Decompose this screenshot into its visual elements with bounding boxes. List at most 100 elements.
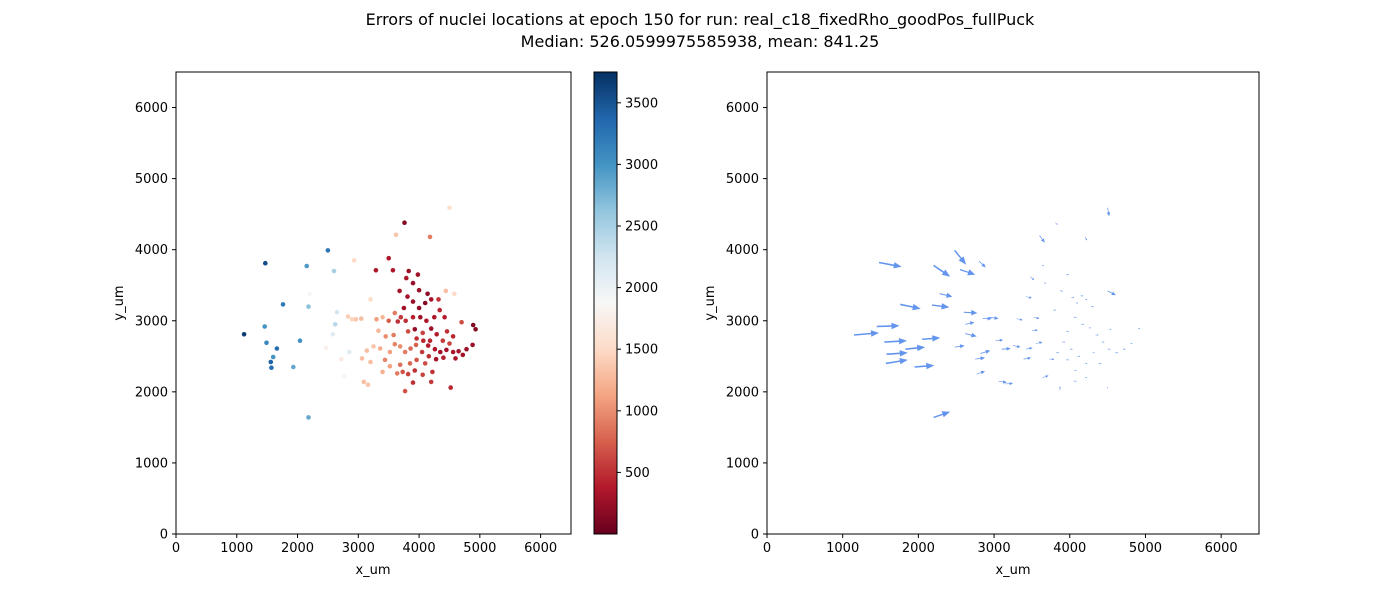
error-arrow (1098, 362, 1102, 365)
scatter-point (470, 342, 475, 348)
error-arrow (1095, 334, 1099, 336)
colorbar-tick-label: 3500 (625, 96, 658, 111)
error-arrow (1092, 352, 1095, 354)
scatter-point (410, 299, 416, 304)
error-arrow (878, 261, 902, 269)
scatter-point (349, 317, 355, 322)
error-arrow-shape (922, 335, 941, 342)
error-arrow (1031, 329, 1038, 332)
scatter-point (351, 258, 357, 263)
error-arrow (885, 358, 908, 365)
error-arrow (900, 303, 921, 311)
scatter-y-tick-label: 1000 (135, 456, 168, 471)
error-arrow-shape (995, 338, 1004, 342)
vector-x-tick-label: 0 (763, 541, 771, 556)
scatter-point (346, 349, 352, 355)
error-arrow-shape (1107, 290, 1116, 296)
error-arrow-shape (1044, 282, 1047, 284)
error-arrow (1023, 356, 1032, 360)
scatter-point (410, 314, 416, 320)
scatter-point (400, 369, 406, 375)
error-arrow (1059, 386, 1061, 391)
error-arrow-shape (1001, 347, 1011, 351)
colorbar-tick-label: 1000 (625, 404, 658, 419)
error-arrow-shape (1115, 352, 1119, 354)
scatter-point (404, 275, 409, 281)
error-arrow (933, 264, 951, 277)
error-arrow (982, 316, 992, 321)
error-arrow (1039, 235, 1045, 243)
error-arrow-shape (1106, 207, 1111, 217)
error-vector-plot: 0 1000 2000 3000 4000 5000 6000 0 1000 2000 3000 40… (703, 71, 1260, 578)
scatter-point (377, 346, 383, 351)
error-arrow-shape (1092, 352, 1095, 354)
scatter-point (453, 356, 458, 361)
scatter-point (459, 319, 464, 325)
colorbar-tick-label: 3000 (625, 158, 658, 173)
scatter-point (428, 326, 434, 331)
error-arrow (876, 322, 900, 330)
scatter-y-tick-label: 4000 (135, 243, 168, 258)
error-arrow-shape (975, 356, 985, 361)
scatter-point (359, 356, 365, 361)
error-arrow (1066, 273, 1069, 276)
error-arrow (1073, 380, 1077, 382)
error-arrow-shape (885, 358, 908, 365)
colorbar-gradient (593, 71, 618, 535)
scatter-point (433, 356, 439, 362)
scatter-point (424, 318, 429, 324)
scatter-point (447, 341, 452, 346)
error-arrow-shape (1066, 273, 1069, 276)
error-arrow-shape (1030, 276, 1035, 281)
scatter-point (440, 338, 446, 344)
scatter-point (418, 314, 423, 320)
scatter-point (420, 330, 426, 336)
error-arrow-shape (976, 370, 985, 375)
error-arrow (1109, 328, 1112, 330)
error-arrow-shape (1088, 327, 1091, 329)
scatter-point (263, 260, 268, 266)
error-arrow-shape (1073, 316, 1077, 318)
error-arrow-shape (980, 349, 991, 354)
error-arrow (980, 349, 991, 354)
scatter-point (442, 314, 447, 320)
error-scatter-plot: 0 1000 2000 3000 4000 5000 6000 0 1000 2000 3000 40… (112, 71, 572, 578)
error-arrow (914, 362, 935, 370)
scatter-point (394, 371, 400, 376)
scatter-point (334, 309, 340, 315)
vector-y-tick-label: 4000 (726, 243, 759, 258)
error-arrow-shape (1107, 348, 1111, 350)
error-arrow (1106, 207, 1111, 217)
error-arrow-shape (998, 380, 1007, 384)
error-arrow-shape (1066, 330, 1069, 333)
scatter-point (392, 341, 398, 347)
error-arrow (1084, 236, 1088, 241)
scatter-point (420, 372, 426, 378)
colorbar-ticks: 500 1000 1500 2000 2500 3000 3500 (617, 96, 658, 481)
error-arrow-shape (939, 292, 953, 298)
error-arrow-shape (963, 309, 978, 316)
vector-x-tick-label: 4000 (1053, 541, 1086, 556)
error-arrow (954, 344, 965, 349)
error-arrow (965, 321, 975, 325)
vector-x-tick-label: 3000 (978, 541, 1011, 556)
scatter-point (422, 300, 428, 306)
scatter-point (416, 305, 422, 311)
scatter-point (414, 336, 419, 341)
scatter-point (405, 329, 411, 334)
scatter-point (473, 327, 478, 332)
error-arrow (1106, 386, 1109, 389)
scatter-point (447, 205, 452, 211)
error-arrow-shape (965, 321, 975, 325)
error-arrow-shape (1130, 342, 1133, 345)
error-arrow (965, 332, 977, 338)
vector-x-tick-label: 2000 (902, 541, 935, 556)
error-arrow (1084, 298, 1088, 301)
scatter-point (436, 297, 441, 302)
scatter-x-label: x_um (355, 563, 390, 578)
error-arrow-shape (931, 303, 950, 310)
error-arrow-shape (1035, 341, 1043, 345)
error-arrow (905, 344, 926, 352)
scatter-x-tick-label: 4000 (403, 541, 436, 556)
error-arrow-shape (1059, 386, 1061, 391)
